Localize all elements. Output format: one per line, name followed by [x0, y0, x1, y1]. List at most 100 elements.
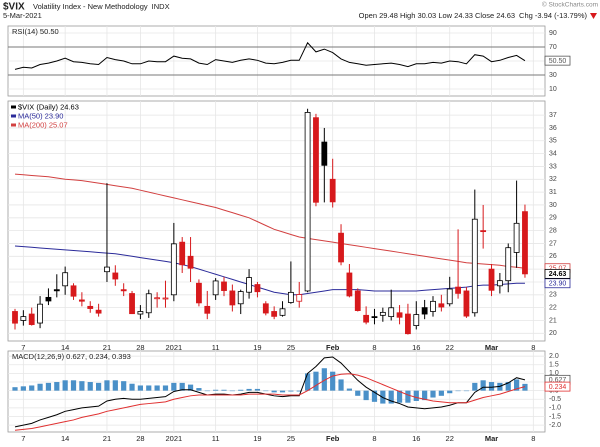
candle-body — [488, 268, 495, 291]
histogram-bar — [204, 390, 210, 392]
histogram-bar — [45, 382, 52, 391]
histogram-bar — [413, 390, 419, 401]
candle-body — [145, 293, 152, 314]
candle-body — [446, 288, 453, 305]
histogram-bar — [246, 388, 252, 391]
histogram-bar — [221, 389, 227, 391]
histogram-bar — [229, 390, 235, 392]
candle-body — [53, 289, 60, 292]
value-tag-label: 0.627 — [549, 377, 567, 384]
candle-body — [455, 286, 461, 294]
x-tick-label: 11 — [212, 343, 220, 352]
y-tick-label: 34 — [549, 150, 557, 157]
x-tick-label: Feb — [326, 434, 340, 443]
x-tick-label: 7 — [21, 343, 25, 352]
y-tick-label: 31 — [549, 189, 557, 196]
value-tag-label: 50.50 — [549, 58, 567, 65]
histogram-bar — [396, 390, 403, 403]
histogram-bar — [121, 381, 127, 391]
panel-plot — [12, 108, 528, 335]
candle-body — [129, 293, 135, 315]
candle-body — [87, 305, 94, 309]
histogram-bar — [154, 385, 160, 391]
candle-body — [413, 314, 420, 326]
histogram-bar — [505, 382, 511, 391]
legend-swatch — [11, 123, 16, 127]
histogram-bar — [79, 381, 85, 391]
histogram-bar — [146, 385, 152, 391]
histogram-bar — [288, 390, 294, 392]
candle-body — [287, 291, 294, 303]
candle-body — [187, 255, 194, 269]
histogram-bar — [187, 384, 194, 391]
series-line — [14, 245, 525, 296]
histogram-bar — [96, 382, 102, 391]
x-tick-label: 19 — [253, 434, 261, 443]
credit: © StockCharts.com — [542, 1, 598, 9]
x-tick-label: Mar — [485, 343, 498, 352]
histogram-bar — [62, 380, 68, 391]
histogram-bar — [405, 390, 411, 403]
histogram-bar — [455, 390, 461, 392]
candle-body — [12, 311, 18, 324]
candle-body — [296, 294, 303, 302]
histogram-bar — [330, 371, 336, 391]
x-tick-label: 2021 — [165, 434, 182, 443]
y-tick-label: 32 — [549, 176, 557, 183]
candle-body — [313, 117, 319, 203]
histogram-bar — [271, 390, 277, 393]
x-tick-label: 8 — [531, 434, 535, 443]
y-tick-label: 70 — [549, 44, 557, 51]
y-tick-label: 2.0 — [549, 353, 559, 360]
candle-body — [221, 281, 227, 291]
histogram-bar — [54, 382, 60, 391]
x-tick-label: 7 — [21, 434, 25, 443]
candle-body — [430, 300, 436, 312]
histogram-bar — [213, 389, 219, 391]
histogram-bar — [480, 380, 486, 391]
x-tick-label: 14 — [61, 434, 69, 443]
candle-body — [304, 112, 311, 292]
candle-body — [421, 307, 428, 315]
candle-body — [170, 243, 177, 296]
candle-body — [363, 314, 370, 323]
y-tick-label: -0.5 — [549, 396, 561, 403]
histogram-bar — [254, 388, 261, 391]
histogram-bar — [371, 390, 378, 402]
x-tick-label: 8 — [531, 343, 535, 352]
y-tick-label: 1.5 — [549, 362, 559, 369]
candle-body — [78, 299, 85, 302]
y-tick-label: 36 — [549, 125, 557, 132]
candle-body — [513, 222, 520, 253]
candle-body — [229, 290, 236, 306]
candle-body — [62, 272, 69, 287]
histogram-bar — [388, 390, 394, 404]
y-tick-label: 10 — [549, 86, 557, 93]
histogram-bar — [20, 386, 26, 391]
candle-body — [338, 232, 344, 263]
y-tick-label: 35 — [549, 138, 557, 145]
x-tick-label: 28 — [136, 434, 144, 443]
series-line — [14, 373, 526, 431]
y-tick-label: 22 — [549, 304, 557, 311]
legend-swatch — [11, 105, 16, 109]
down-arrow — [590, 13, 597, 19]
candle-body — [522, 211, 528, 275]
candle-body — [120, 289, 127, 292]
x-tick-label: 16 — [412, 434, 420, 443]
candle-body — [321, 141, 328, 166]
legend-swatch — [11, 114, 16, 118]
y-tick-label: 1.0 — [549, 370, 559, 377]
histogram-bar — [112, 380, 118, 391]
histogram-bar — [438, 390, 444, 396]
histogram-bar — [488, 382, 495, 391]
x-tick-label: Feb — [326, 343, 340, 352]
x-tick-label: 25 — [287, 434, 295, 443]
quote: Open 29.48 High 30.03 Low 24.33 Close 24… — [359, 11, 588, 20]
histogram-bar — [422, 390, 428, 401]
panel-title: RSI(14) 50.50 — [12, 27, 59, 36]
legend-label: MA(50) 23.90 — [18, 111, 63, 120]
histogram-bar — [305, 373, 311, 391]
value-tag-label: 24.63 — [549, 271, 567, 278]
y-tick-label: 26 — [549, 253, 557, 260]
